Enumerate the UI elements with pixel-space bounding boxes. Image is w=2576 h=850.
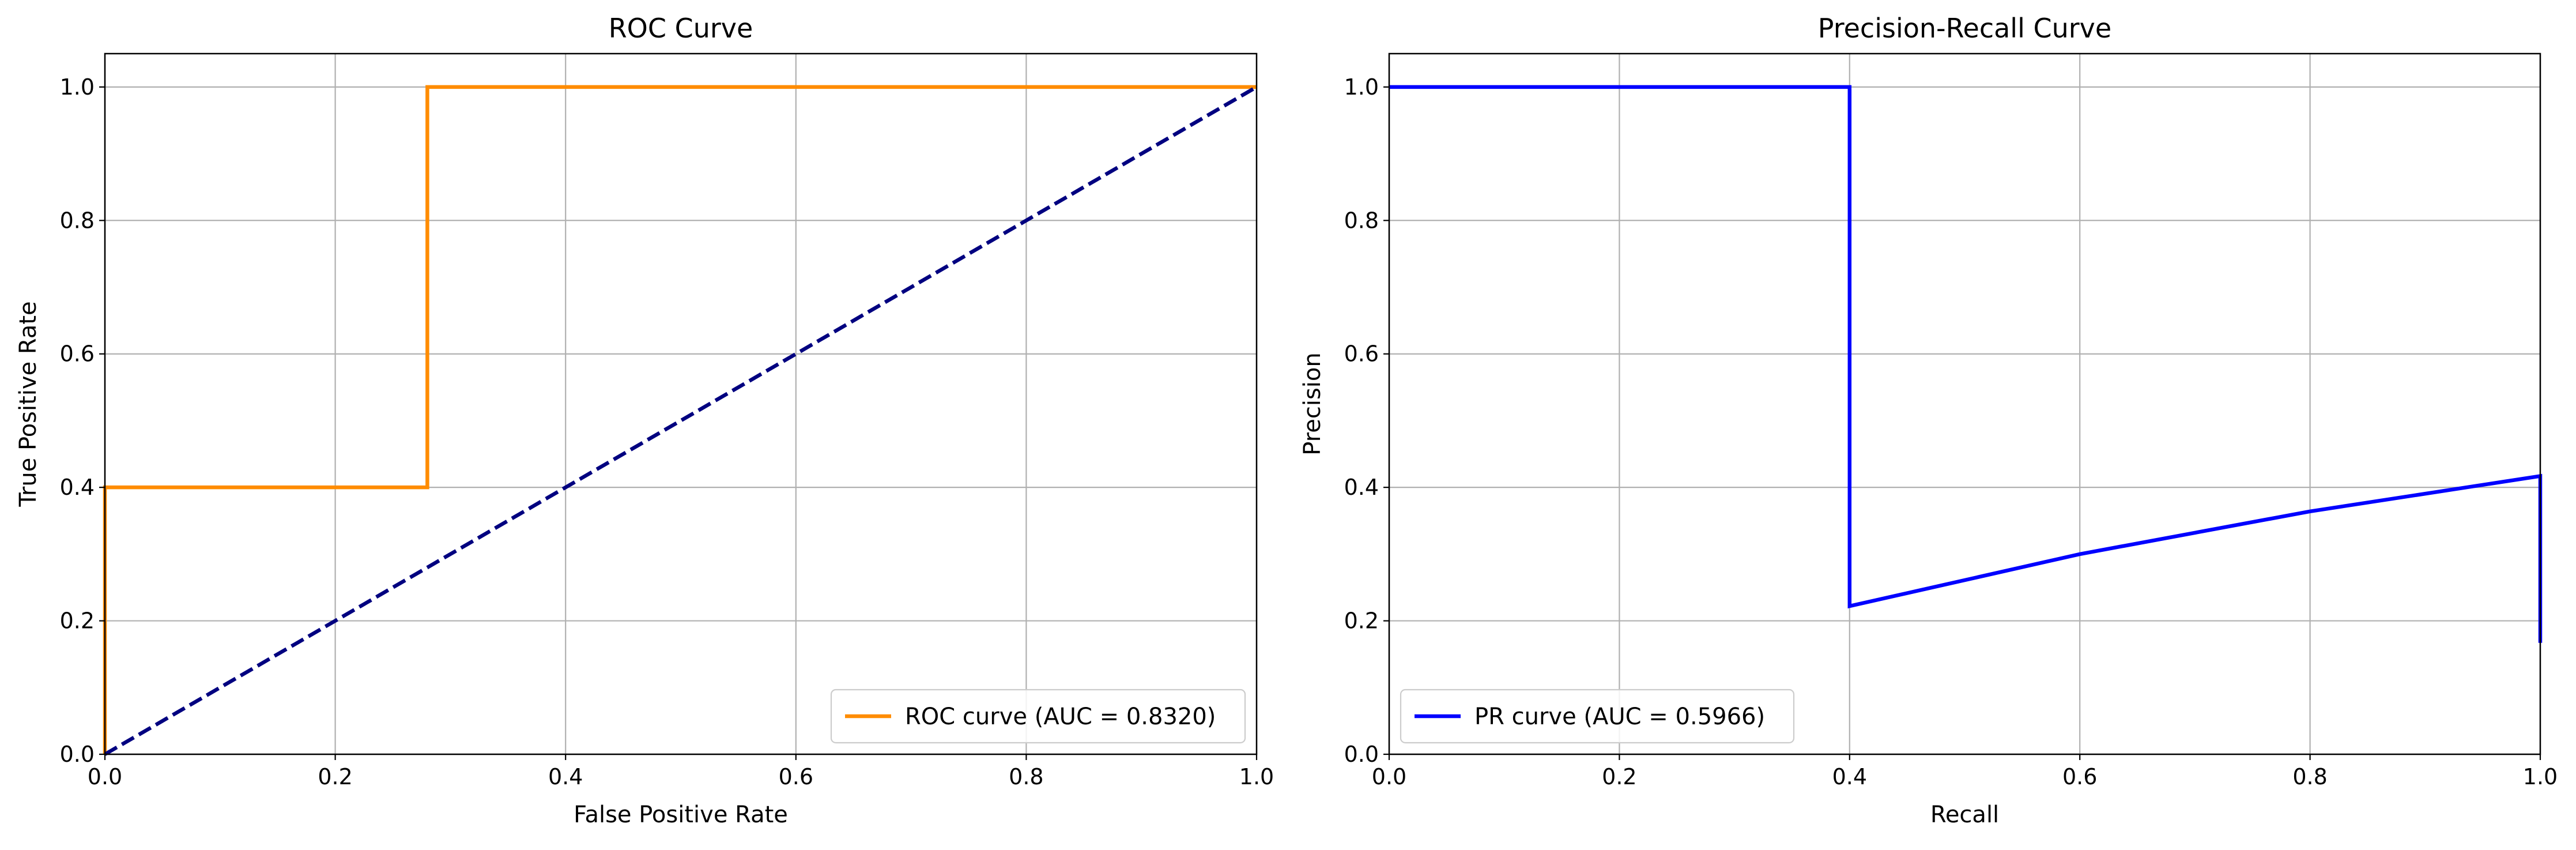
- roc-y-tick-label: 0.4: [60, 475, 95, 500]
- roc-x-tick-label: 0.2: [318, 764, 352, 789]
- pr-x-tick-label: 0.8: [2292, 764, 2327, 789]
- roc-x-axis-label: False Positive Rate: [574, 802, 788, 828]
- pr-x-tick-label: 0.4: [1832, 764, 1867, 789]
- pr-legend-box: [1400, 689, 1795, 744]
- pr-y-tick-label: 0.8: [1344, 208, 1379, 233]
- roc-x-tick-label: 0.0: [88, 764, 122, 789]
- roc-y-tick-label: 1.0: [60, 74, 95, 100]
- pr-y-tick-label: 0.4: [1344, 475, 1379, 500]
- roc-series-line-1: [104, 85, 1258, 756]
- pr-x-axis-label: Recall: [1930, 802, 1999, 828]
- pr-y-axis-label: Precision: [1299, 352, 1326, 455]
- pr-plot-frame: [1388, 52, 2541, 755]
- pr-x-tick-label: 0.0: [1372, 764, 1406, 789]
- roc-y-tick-label: 0.2: [60, 608, 95, 634]
- pr-y-tick-label: 0.6: [1344, 341, 1379, 367]
- roc-chart-title: ROC Curve: [609, 13, 753, 44]
- pr-y-tick-label: 1.0: [1344, 74, 1379, 100]
- roc-x-tick-label: 1.0: [1239, 764, 1274, 789]
- roc-y-tick-label: 0.8: [60, 208, 95, 233]
- roc-legend-label: ROC curve (AUC = 0.8320): [905, 704, 1216, 730]
- roc-x-tick-label: 0.8: [1009, 764, 1043, 789]
- roc-x-tick-label: 0.4: [548, 764, 583, 789]
- roc-y-tick-label: 0.0: [60, 742, 95, 767]
- pr-x-tick-label: 0.6: [2062, 764, 2097, 789]
- roc-panel: 0.0 0.2 0.4 0.6 0.8 1.0 0.0 0.2 0.4 0.6 0.8 1.0 ROC…: [15, 13, 1274, 828]
- roc-plot-frame: [104, 52, 1258, 755]
- pr-panel: 0.0 0.2 0.4 0.6 0.8 1.0 0.0 0.2 0.4 0.6 0.8 1.0 Pre…: [1299, 13, 2558, 828]
- roc-y-tick-label: 0.6: [60, 341, 95, 367]
- roc-x-tick-label: 0.6: [779, 764, 813, 789]
- pr-y-tick-label: 0.2: [1344, 608, 1379, 634]
- pr-y-tick-label: 0.0: [1344, 742, 1379, 767]
- pr-x-tick-label: 1.0: [2523, 764, 2558, 789]
- pr-chart-title: Precision-Recall Curve: [1818, 13, 2111, 44]
- roc-y-axis-label: True Positive Rate: [15, 301, 42, 507]
- roc-legend: ROC curve (AUC = 0.8320): [830, 689, 1246, 744]
- pr-legend-label: PR curve (AUC = 0.5966): [1474, 704, 1765, 730]
- pr-x-tick-label: 0.2: [1602, 764, 1636, 789]
- roc-legend-box: [830, 689, 1246, 744]
- pr-legend: PR curve (AUC = 0.5966): [1400, 689, 1795, 744]
